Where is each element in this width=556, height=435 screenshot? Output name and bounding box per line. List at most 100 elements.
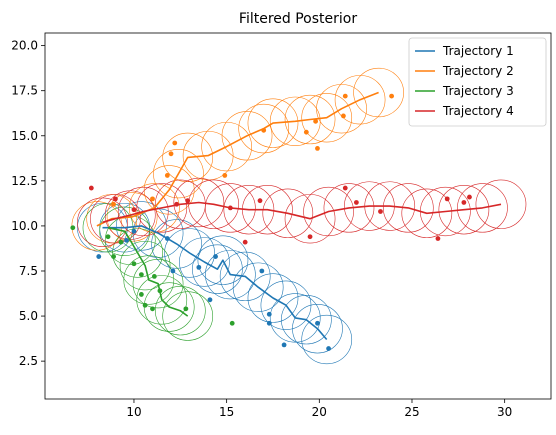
observation-point xyxy=(342,185,348,191)
covariance-ellipse xyxy=(106,192,158,242)
trajectory-line xyxy=(102,225,328,341)
covariance-ellipse xyxy=(221,111,273,161)
covariance-ellipse xyxy=(219,251,271,302)
covariance-ellipse xyxy=(303,186,354,237)
y-tick-label: 2.5 xyxy=(19,354,38,368)
series-2 xyxy=(71,67,404,251)
covariance-ellipse xyxy=(284,194,336,244)
trajectory-line xyxy=(107,226,189,317)
covariance-ellipse xyxy=(438,185,490,235)
observation-point xyxy=(174,201,179,207)
covariance-ellipse xyxy=(117,186,169,237)
observation-point xyxy=(378,209,383,214)
y-tick-label: 15.0 xyxy=(11,129,38,143)
observation-point xyxy=(96,254,102,259)
observation-point xyxy=(207,297,213,303)
x-tick-label: 25 xyxy=(404,405,419,419)
covariance-ellipse xyxy=(119,240,171,291)
observation-point xyxy=(313,118,319,124)
series-3-marks xyxy=(70,225,235,326)
covariance-ellipse xyxy=(316,84,367,134)
y-tick-label: 20.0 xyxy=(11,39,38,53)
x-tick-label: 20 xyxy=(312,405,327,419)
observation-point xyxy=(170,268,176,274)
covariance-ellipse xyxy=(162,132,214,183)
observation-point xyxy=(281,342,287,348)
observation-point xyxy=(196,264,202,270)
observation-point xyxy=(164,236,170,241)
observation-point xyxy=(131,261,137,267)
x-tick-label: 30 xyxy=(497,405,512,419)
observation-point xyxy=(111,254,116,259)
covariance-ellipse xyxy=(301,93,353,143)
series-1-marks xyxy=(96,225,331,351)
trajectory-line xyxy=(102,201,502,224)
observation-point xyxy=(150,306,155,312)
covariance-ellipse xyxy=(173,177,225,228)
x-tick-label: 15 xyxy=(219,405,234,419)
legend-label: Trajectory 2 xyxy=(442,64,514,78)
observation-point xyxy=(124,237,129,243)
covariance-ellipse xyxy=(301,314,353,365)
covariance-ellipse xyxy=(104,215,156,265)
y-tick-label: 10.0 xyxy=(11,219,38,233)
observation-point xyxy=(266,311,272,317)
observation-point xyxy=(259,268,265,274)
series-1 xyxy=(77,201,353,365)
covariance-ellipse xyxy=(143,165,195,215)
observation-point xyxy=(444,196,450,202)
observation-point xyxy=(261,127,267,133)
covariance-ellipse xyxy=(205,183,256,233)
covariance-ellipse xyxy=(247,273,299,323)
observation-point xyxy=(168,151,174,157)
covariance-ellipse xyxy=(269,293,321,343)
covariance-ellipse xyxy=(179,237,230,287)
observation-point xyxy=(315,145,320,151)
observation-point xyxy=(105,234,111,240)
legend-label: Trajectory 3 xyxy=(442,84,514,98)
covariance-ellipse xyxy=(164,228,215,278)
observation-point xyxy=(151,273,157,279)
observation-point xyxy=(257,198,263,204)
covariance-ellipse xyxy=(401,188,453,238)
series-4-marks xyxy=(88,185,502,245)
observation-point xyxy=(303,129,309,135)
y-tick-label: 5.0 xyxy=(19,309,38,323)
covariance-ellipse xyxy=(238,103,290,154)
covariance-ellipse xyxy=(192,244,243,294)
covariance-ellipse xyxy=(281,295,332,345)
axes-layer: 10 15 20 25 30 2.5 5.0 7.5 10.0 12.5 15.0 17.5 20.0 xyxy=(11,39,512,419)
covariance-ellipse xyxy=(132,258,184,309)
observation-point xyxy=(88,185,94,191)
observation-point xyxy=(467,194,472,200)
observation-point xyxy=(150,196,155,202)
covariance-ellipse xyxy=(262,188,314,238)
y-tick-label: 17.5 xyxy=(11,84,38,98)
y-tick-label: 12.5 xyxy=(11,174,38,188)
covariance-ellipse xyxy=(112,228,163,278)
covariance-ellipse xyxy=(247,98,299,148)
covariance-ellipse xyxy=(475,179,527,229)
observation-point xyxy=(461,200,467,205)
observation-point xyxy=(131,207,137,213)
observation-point xyxy=(138,272,144,277)
observation-point xyxy=(353,200,359,205)
covariance-ellipse xyxy=(136,275,188,325)
series-3 xyxy=(82,203,214,341)
observation-point xyxy=(213,254,218,259)
covariance-ellipse xyxy=(197,235,249,285)
covariance-ellipse xyxy=(116,201,167,251)
observation-point xyxy=(229,320,235,326)
covariance-ellipse xyxy=(334,75,386,125)
series-layer xyxy=(70,67,527,365)
covariance-ellipse xyxy=(223,185,275,235)
covariance-ellipse xyxy=(201,121,252,172)
covariance-ellipse xyxy=(90,194,141,244)
covariance-ellipse xyxy=(323,183,375,233)
legend: Trajectory 1 Trajectory 2 Trajectory 3 Traj… xyxy=(408,37,547,127)
observation-point xyxy=(185,198,191,204)
observation-point xyxy=(142,302,148,308)
covariance-ellipse xyxy=(162,291,214,341)
legend-box xyxy=(408,37,547,127)
